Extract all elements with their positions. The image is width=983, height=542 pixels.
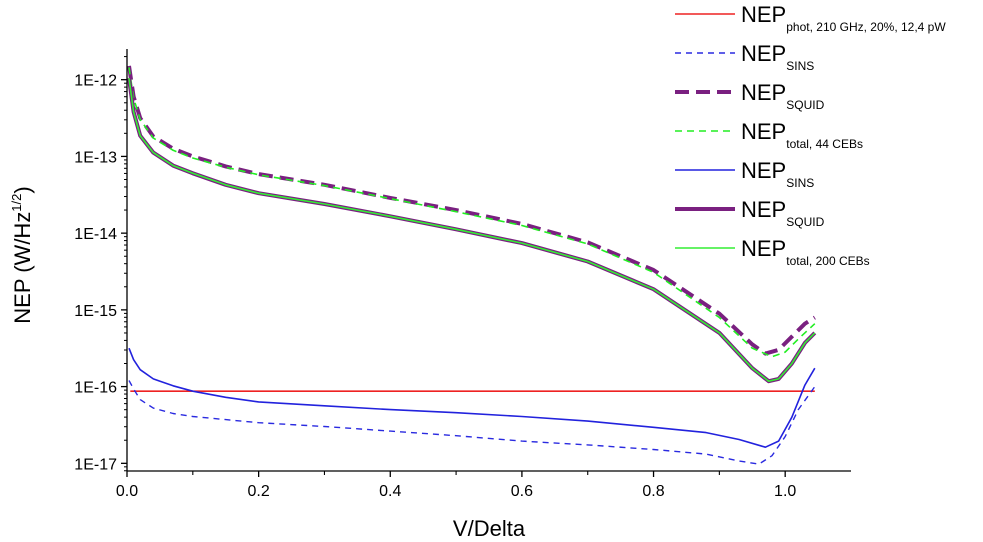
legend-label-sub: total, 44 CEBs	[786, 137, 863, 151]
y-tick-label-4: 1E-13	[74, 149, 117, 166]
legend-label-main: NEP	[741, 236, 786, 261]
x-tick-label-5: 1.0	[774, 483, 796, 500]
legend-label-main: NEP	[741, 41, 786, 66]
legend-label-sub: total, 200 CEBs	[786, 254, 869, 268]
legend-label-main: NEP	[741, 2, 786, 27]
y-axis-label-main: NEP (W/Hz	[10, 212, 35, 324]
legend-label-sub: SQUID	[786, 98, 824, 112]
series-line-total200	[128, 78, 816, 383]
legend-label-sub: SINS	[786, 59, 814, 73]
x-tick-label-2: 0.4	[379, 483, 401, 500]
x-tick-label-1: 0.2	[248, 483, 270, 500]
legend-label-total200: NEPtotal, 200 CEBs	[741, 236, 870, 268]
y-tick-label-1: 1E-16	[74, 380, 117, 397]
legend-label-main: NEP	[741, 119, 786, 144]
legend-label-phot: NEPphot, 210 GHz, 20%, 12,4 pW	[741, 2, 946, 34]
x-tick-label-3: 0.6	[511, 483, 533, 500]
y-tick-label-5: 1E-12	[74, 73, 117, 90]
ticks: 0.0 0.2 0.4 0.6 0.8 1.0 1E-17 1E-16 1E-15 1E-14 1E…	[74, 56, 796, 500]
x-tick-label-4: 0.8	[642, 483, 664, 500]
series-line-sins44	[128, 380, 816, 465]
y-axis-label: NEP (W/Hz1/2)	[9, 186, 35, 323]
y-tick-label-3: 1E-14	[74, 226, 117, 243]
legend-label-sub: phot, 210 GHz, 20%, 12,4 pW	[786, 20, 946, 34]
y-axis-label-end: )	[10, 186, 35, 193]
legend-label-sub: SQUID	[786, 215, 824, 229]
legend-label-main: NEP	[741, 197, 786, 222]
legend-label-squid44: NEPSQUID	[741, 80, 825, 112]
legend-label-main: NEP	[741, 80, 786, 105]
y-axis-label-sup: 1/2	[9, 194, 24, 212]
series-line-squid200	[127, 77, 817, 384]
legend-label-main: NEP	[741, 158, 786, 183]
legend: NEPphot, 210 GHz, 20%, 12,4 pWNEPSINSNEP…	[675, 2, 946, 268]
legend-label-total44: NEPtotal, 44 CEBs	[741, 119, 863, 151]
legend-label-squid200: NEPSQUID	[741, 197, 825, 229]
series-layer	[127, 65, 817, 465]
y-tick-label-2: 1E-15	[74, 303, 117, 320]
x-axis-label: V/Delta	[453, 516, 526, 541]
series-line-squid44	[127, 65, 816, 356]
x-tick-label-0: 0.0	[116, 483, 138, 500]
legend-label-sub: SINS	[786, 176, 814, 190]
legend-label-sins44: NEPSINS	[741, 41, 814, 73]
y-tick-label-0: 1E-17	[74, 456, 117, 473]
series-line-sins200	[128, 347, 816, 449]
legend-label-sins200: NEPSINS	[741, 158, 814, 190]
